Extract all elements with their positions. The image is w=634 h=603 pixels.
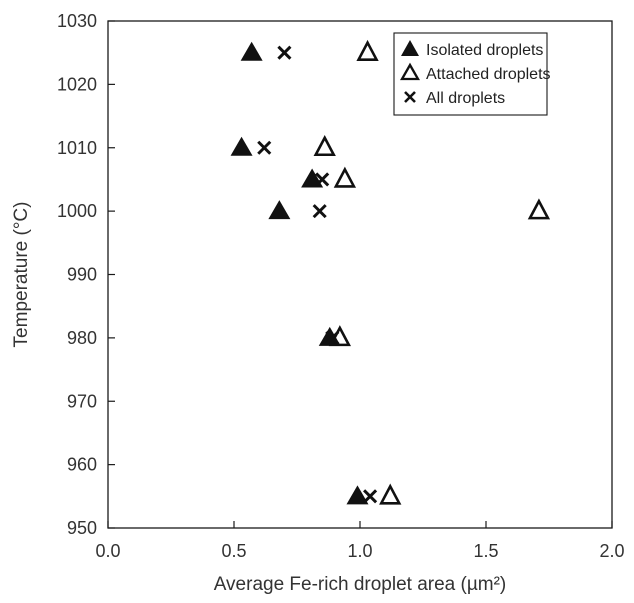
legend-label: Isolated droplets <box>426 42 543 59</box>
all-droplets-point <box>312 204 327 219</box>
all-droplets-point <box>325 330 340 345</box>
legend-label: All droplets <box>426 90 505 107</box>
x-tick-label: 2.0 <box>599 541 624 561</box>
legend-marker-x <box>404 91 416 103</box>
y-tick-label: 1020 <box>57 74 97 94</box>
all-droplets-point <box>257 140 272 155</box>
attached-droplet-point <box>527 198 551 220</box>
y-tick-label: 970 <box>67 391 97 411</box>
isolated-droplet-point <box>240 41 263 61</box>
legend-box <box>393 32 548 116</box>
attached-droplet-point <box>356 39 379 61</box>
x-tick-label: 0.0 <box>95 541 120 561</box>
y-tick-label: 1030 <box>57 11 97 31</box>
x-tick-label: 1.5 <box>473 541 498 561</box>
ticks-layer: 0.0 0.5 1.0 1.5 2.0 950 960 970 980 990 1000 1010 10… <box>57 11 625 561</box>
isolated-droplet-point <box>268 200 291 220</box>
y-tick-label: 1010 <box>57 138 97 158</box>
y-tick-label: 960 <box>67 455 97 475</box>
plot-frame <box>107 20 613 529</box>
data-points-layer <box>230 39 551 505</box>
legend-marker-filled-triangle <box>401 40 419 56</box>
attached-droplet-point <box>379 483 402 505</box>
legend-marker-open-triangle <box>400 62 420 81</box>
attached-droplet-point <box>313 134 336 157</box>
x-tick-label: 1.0 <box>347 541 372 561</box>
x-tick-label: 0.5 <box>221 541 246 561</box>
all-droplets-point <box>363 489 378 504</box>
y-tick-label: 980 <box>67 328 97 348</box>
all-droplets-point <box>277 45 292 60</box>
attached-droplet-point <box>333 166 357 188</box>
legend: Isolated droplets Attached droplets All dr… <box>393 32 551 116</box>
legend-label: Attached droplets <box>426 66 551 83</box>
x-axis-title: Average Fe-rich droplet area (µm²) <box>214 574 507 595</box>
all-droplets-point <box>315 172 330 187</box>
isolated-droplet-point <box>346 485 369 505</box>
y-tick-label: 1000 <box>57 201 97 221</box>
y-tick-label: 990 <box>67 265 97 285</box>
y-tick-label: 950 <box>67 518 97 538</box>
y-axis-title: Temperature (°C) <box>11 202 32 348</box>
isolated-droplet-point <box>230 136 253 156</box>
